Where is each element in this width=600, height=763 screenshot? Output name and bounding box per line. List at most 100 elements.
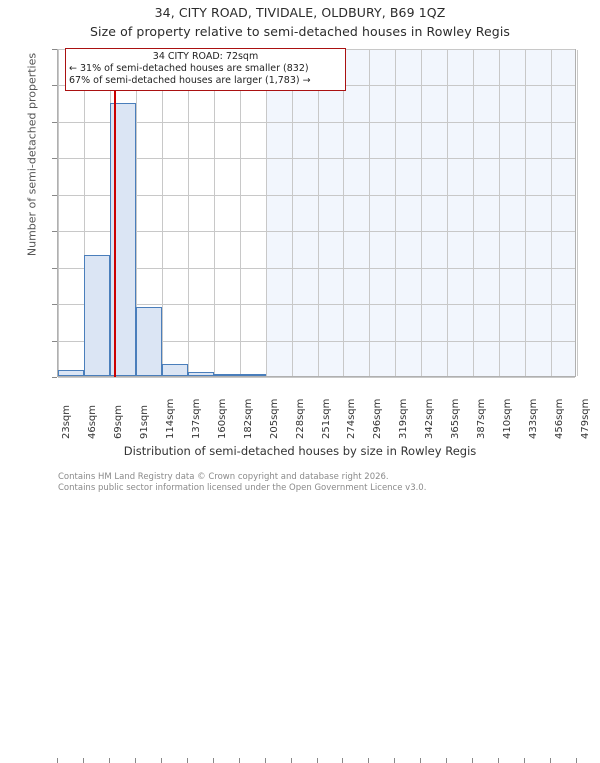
y-axis-tick-mark <box>52 121 57 123</box>
x-axis-tick-mark <box>238 758 240 763</box>
y-axis-tick-mark <box>52 85 57 87</box>
histogram-bar <box>135 306 162 376</box>
x-axis-tick-mark <box>290 758 292 763</box>
x-axis-tick-label: 387sqm <box>476 398 488 439</box>
gridline-horizontal <box>58 121 575 123</box>
x-axis-tick-mark <box>498 758 500 763</box>
gridline-horizontal <box>58 377 575 378</box>
gridline-horizontal <box>58 267 575 269</box>
x-axis-tick-mark <box>108 758 110 763</box>
gridline-horizontal <box>58 158 575 160</box>
x-axis-tick-label: 410sqm <box>502 398 514 439</box>
gridline-vertical <box>58 50 59 376</box>
chart-subtitle: Size of property relative to semi-detach… <box>89 24 511 39</box>
x-axis-tick-label: 137sqm <box>190 398 202 439</box>
gridline-vertical <box>161 50 163 376</box>
gridline-horizontal <box>58 304 575 306</box>
gridline-vertical <box>187 50 189 376</box>
gridline-vertical <box>239 50 241 376</box>
x-axis-tick-mark <box>134 758 136 763</box>
x-axis-tick-mark <box>212 758 214 763</box>
gridline-vertical <box>421 50 423 376</box>
x-axis-tick-label: 46sqm <box>86 404 98 439</box>
x-axis-tick-label: 228sqm <box>294 398 306 439</box>
y-axis-tick-mark <box>52 304 57 306</box>
gridline-vertical <box>317 50 319 376</box>
y-axis-tick-mark <box>52 267 57 269</box>
y-axis-tick-mark <box>52 158 57 160</box>
x-axis-tick-mark <box>524 758 526 763</box>
y-axis-tick-mark <box>52 377 57 378</box>
x-axis-tick-label: 205sqm <box>268 398 280 439</box>
footer-line-2: Contains public sector information licen… <box>58 482 427 493</box>
x-axis-tick-label: 182sqm <box>242 398 254 439</box>
annotation-heading: 34 CITY ROAD: 72sqm <box>152 51 259 62</box>
histogram-bar <box>239 374 266 376</box>
property-annotation-box: 34 CITY ROAD: 72sqm ← 31% of semi-detach… <box>65 48 346 91</box>
histogram-bar <box>213 374 240 376</box>
gridline-horizontal <box>58 231 575 233</box>
gridline-vertical <box>213 50 215 376</box>
gridline-vertical <box>83 50 85 376</box>
x-axis-tick-label: 456sqm <box>554 398 566 439</box>
x-axis-tick-mark <box>82 758 84 763</box>
x-axis-tick-label: 479sqm <box>580 398 591 439</box>
x-axis-tick-label: 365sqm <box>450 398 462 439</box>
chart-title-block: 34, CITY ROAD, TIVIDALE, OLDBURY, B69 1Q… <box>0 0 600 39</box>
histogram-bar <box>187 372 214 376</box>
x-axis-tick-mark <box>394 758 396 763</box>
x-axis-tick-label: 114sqm <box>164 398 176 439</box>
x-axis-tick-label: 319sqm <box>398 398 410 439</box>
annotation-larger: 67% of semi-detached houses are larger (… <box>69 75 311 86</box>
marker-line-72sqm <box>113 49 116 377</box>
gridline-vertical <box>525 50 527 376</box>
gridline-vertical <box>343 50 345 376</box>
histogram-bar <box>161 364 188 376</box>
y-axis-tick-mark <box>52 49 57 50</box>
x-axis-tick-mark <box>368 758 370 763</box>
x-axis-tick-label: 251sqm <box>320 398 332 439</box>
x-axis-tick-label: 160sqm <box>216 398 228 439</box>
x-axis-tick-mark <box>342 758 344 763</box>
plot-area <box>57 49 578 378</box>
gridline-vertical <box>551 50 553 376</box>
gridline-vertical <box>473 50 475 376</box>
x-axis-tick-label: 91sqm <box>138 404 150 439</box>
x-axis-tick-label: 69sqm <box>112 404 124 439</box>
gridline-vertical <box>135 50 137 376</box>
annotation-smaller: ← 31% of semi-detached houses are smalle… <box>69 63 309 74</box>
x-axis-tick-label: 433sqm <box>528 398 540 439</box>
gridline-vertical <box>369 50 371 376</box>
x-axis-tick-mark <box>576 758 577 763</box>
x-axis-tick-mark <box>57 758 58 763</box>
x-axis-tick-label: 23sqm <box>61 404 72 439</box>
x-axis-tick-mark <box>472 758 474 763</box>
x-axis-tick-label: 296sqm <box>372 398 384 439</box>
attribution-footer: Contains HM Land Registry data © Crown c… <box>58 472 598 493</box>
y-axis-tick-mark <box>52 340 57 342</box>
x-axis-tick-mark <box>550 758 552 763</box>
x-axis-tick-mark <box>446 758 448 763</box>
gridline-vertical <box>577 50 578 376</box>
x-axis-tick-label: 342sqm <box>424 398 436 439</box>
x-axis-tick-mark <box>160 758 162 763</box>
x-axis-tick-mark <box>186 758 188 763</box>
x-axis-tick-mark <box>316 758 318 763</box>
histogram-bar <box>58 370 84 376</box>
gridline-vertical <box>395 50 397 376</box>
histogram-bar <box>83 254 110 376</box>
x-axis-tick-label: 274sqm <box>346 398 358 439</box>
gridline-vertical <box>265 50 267 376</box>
gridline-horizontal <box>58 340 575 342</box>
y-axis-tick-mark <box>52 194 57 196</box>
shade-band <box>265 50 575 376</box>
x-axis-tick-mark <box>420 758 422 763</box>
footer-line-1: Contains HM Land Registry data © Crown c… <box>58 472 389 482</box>
page-title: 34, CITY ROAD, TIVIDALE, OLDBURY, B69 1Q… <box>154 5 446 20</box>
x-axis-ticks: 23sqm 46sqm 69sqm 91sqm 114sqm 137sqm 160sqm 18… <box>0 381 600 763</box>
gridline-vertical <box>447 50 449 376</box>
gridline-horizontal <box>58 194 575 196</box>
y-axis-tick-mark <box>52 231 57 233</box>
y-axis-title: Number of semi-detached properties <box>25 52 39 257</box>
